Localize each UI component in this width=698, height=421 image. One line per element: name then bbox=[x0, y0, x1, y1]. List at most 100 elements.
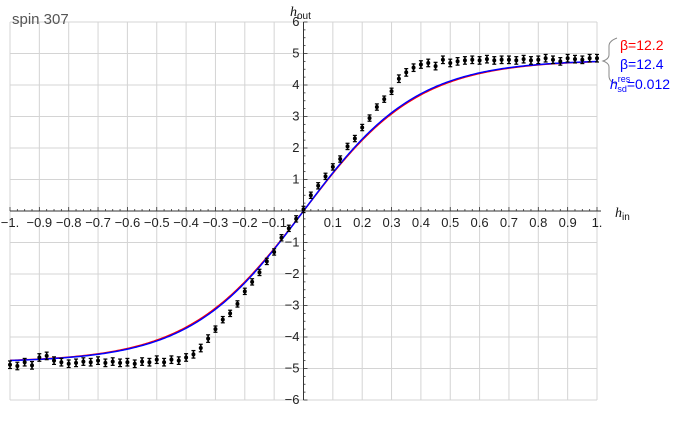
data-point-marker bbox=[448, 60, 453, 65]
data-point-marker bbox=[96, 358, 101, 363]
x-tick-label: 0.5 bbox=[441, 215, 459, 230]
data-point-marker bbox=[477, 58, 482, 63]
data-point bbox=[316, 182, 321, 190]
data-point-marker bbox=[206, 336, 211, 341]
data-point bbox=[426, 58, 431, 68]
data-point-marker bbox=[426, 60, 431, 65]
data-point-marker bbox=[66, 361, 71, 366]
data-point-marker bbox=[462, 58, 467, 63]
x-tick-label: 1. bbox=[592, 215, 603, 230]
data-point-marker bbox=[470, 57, 475, 62]
data-point bbox=[279, 234, 284, 242]
legend-hsd-sup: res bbox=[618, 74, 631, 84]
data-point bbox=[477, 56, 482, 65]
data-point bbox=[228, 309, 233, 318]
data-point bbox=[213, 325, 218, 333]
x-tick-label: −0.7 bbox=[85, 215, 111, 230]
x-tick-label: 0.8 bbox=[529, 215, 547, 230]
data-point bbox=[396, 74, 401, 84]
data-point bbox=[455, 56, 460, 66]
data-point-marker bbox=[37, 355, 42, 360]
x-axis-label-main: h bbox=[615, 206, 622, 221]
data-point-marker bbox=[440, 57, 445, 62]
data-point-marker bbox=[286, 226, 291, 231]
data-point-marker bbox=[572, 57, 577, 62]
data-point bbox=[235, 300, 240, 308]
data-point bbox=[470, 55, 475, 65]
x-tick-label: 0.9 bbox=[559, 215, 577, 230]
x-tick-label: 0.4 bbox=[412, 215, 430, 230]
data-point-marker bbox=[389, 89, 394, 94]
data-point-marker bbox=[147, 360, 152, 365]
axes bbox=[9, 21, 601, 401]
legend-hsd-h: h bbox=[610, 76, 618, 92]
data-point-marker bbox=[198, 346, 203, 351]
data-point-marker bbox=[88, 360, 93, 365]
y-tick-label: 5 bbox=[292, 46, 299, 61]
data-point bbox=[88, 357, 93, 367]
y-tick-label: 4 bbox=[292, 77, 299, 92]
data-point-marker bbox=[323, 174, 328, 179]
data-point bbox=[257, 268, 262, 277]
data-point bbox=[595, 53, 599, 63]
data-point bbox=[132, 359, 137, 369]
x-ticks: −1. −0.9 −0.8 −0.7 −0.6 −0.5 −0.4 −0.3 −0.2 −0.1 0… bbox=[1, 215, 603, 230]
data-point-marker bbox=[220, 317, 225, 322]
data-point bbox=[514, 56, 519, 65]
data-point bbox=[580, 55, 585, 65]
data-point bbox=[176, 356, 181, 366]
data-points bbox=[8, 53, 599, 371]
data-point bbox=[462, 56, 467, 65]
data-point-marker bbox=[455, 59, 460, 64]
data-point-marker bbox=[118, 360, 123, 365]
data-point bbox=[440, 55, 445, 65]
data-point-marker bbox=[81, 359, 86, 364]
data-point bbox=[154, 355, 159, 365]
data-point bbox=[587, 53, 592, 63]
x-tick-label: −0.2 bbox=[232, 215, 258, 230]
data-point bbox=[169, 355, 174, 365]
data-point bbox=[125, 357, 130, 367]
data-point-marker bbox=[558, 59, 563, 64]
y-tick-label: 6 bbox=[292, 14, 299, 29]
data-point-marker bbox=[587, 56, 592, 61]
data-point-marker bbox=[132, 361, 137, 366]
data-point-marker bbox=[154, 357, 159, 362]
data-point bbox=[301, 205, 306, 214]
chart-title: spin 307 bbox=[12, 11, 69, 28]
data-point-marker bbox=[52, 358, 57, 363]
x-tick-label: 0.2 bbox=[353, 215, 371, 230]
data-point bbox=[184, 353, 189, 362]
data-point-marker bbox=[396, 76, 401, 81]
data-point-marker bbox=[418, 62, 423, 67]
data-point-marker bbox=[360, 125, 365, 130]
data-point-marker bbox=[250, 279, 255, 284]
data-point-marker bbox=[8, 362, 12, 367]
legend-entry-beta-blue: β=12.4 bbox=[620, 56, 664, 72]
data-point bbox=[528, 56, 533, 65]
x-tick-label: −0.6 bbox=[115, 215, 141, 230]
data-point-marker bbox=[44, 353, 49, 358]
y-tick-label: −1 bbox=[285, 235, 300, 250]
data-point bbox=[418, 60, 423, 69]
y-axis-label-main: h bbox=[290, 5, 297, 20]
y-tick-label: −6 bbox=[285, 392, 300, 407]
data-point bbox=[96, 356, 101, 366]
data-point-marker bbox=[367, 116, 372, 121]
data-point-marker bbox=[228, 311, 233, 316]
data-point bbox=[448, 58, 453, 68]
y-axis-label-sub: out bbox=[297, 11, 311, 22]
data-point bbox=[250, 278, 255, 286]
legend-entry-hsd: hres sd=0.012 bbox=[610, 74, 670, 94]
x-axis-label: hin bbox=[615, 206, 630, 223]
data-point bbox=[374, 103, 379, 111]
data-point-marker bbox=[433, 64, 438, 69]
data-point bbox=[323, 172, 328, 181]
data-point-marker bbox=[521, 57, 526, 62]
data-point-marker bbox=[301, 207, 306, 212]
data-point-marker bbox=[411, 65, 416, 70]
y-axis-label: hout bbox=[290, 5, 311, 22]
data-point bbox=[220, 315, 225, 324]
x-tick-label: −0.4 bbox=[173, 215, 199, 230]
data-point-marker bbox=[580, 57, 585, 62]
